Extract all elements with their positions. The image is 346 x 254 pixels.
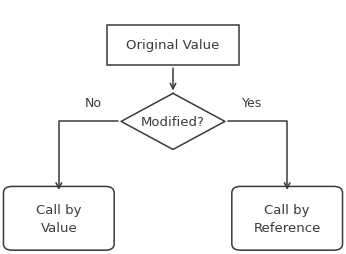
Polygon shape — [121, 94, 225, 150]
Text: Yes: Yes — [243, 97, 263, 109]
FancyBboxPatch shape — [107, 25, 239, 66]
Text: Call by
Value: Call by Value — [36, 203, 82, 234]
FancyBboxPatch shape — [232, 187, 343, 250]
Text: Call by
Reference: Call by Reference — [254, 203, 321, 234]
Text: Original Value: Original Value — [126, 39, 220, 52]
Text: No: No — [85, 97, 102, 109]
FancyBboxPatch shape — [3, 187, 114, 250]
Text: Modified?: Modified? — [141, 116, 205, 128]
